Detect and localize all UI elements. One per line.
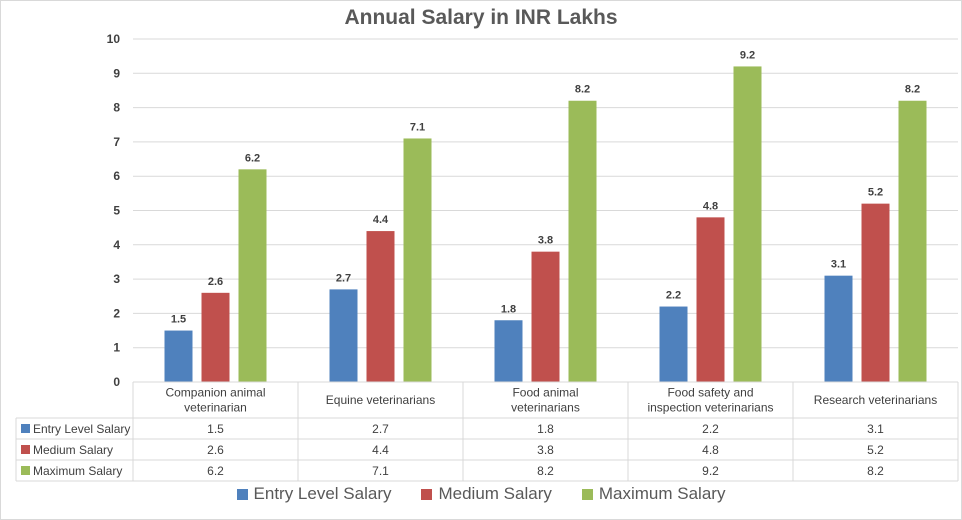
chart-title: Annual Salary in INR Lakhs (344, 6, 618, 29)
legend-label: Maximum Salary (598, 484, 726, 503)
data-label: 1.8 (501, 303, 516, 315)
bar (238, 169, 267, 382)
category-label: veterinarians (511, 401, 580, 415)
legend-key-swatch (21, 445, 30, 454)
table-cell: 2.6 (207, 443, 224, 457)
table-cell: 2.7 (372, 422, 389, 436)
y-tick-label: 5 (113, 204, 120, 218)
data-labels: 1.5 2.6 6.2 2.7 4.4 7.1 1.8 3.8 8.2 2.2 4.8 9.2 3.1 5… (171, 49, 920, 325)
table-cell: 6.2 (207, 464, 224, 478)
legend-item: Medium Salary (421, 484, 552, 504)
y-tick-label: 6 (113, 169, 120, 183)
table-cell: 1.5 (207, 422, 224, 436)
data-label: 2.7 (336, 272, 351, 284)
y-tick-label: 8 (113, 101, 120, 115)
bar (164, 330, 193, 382)
table-cell: 4.8 (702, 443, 719, 457)
category-label: Food animal (512, 386, 578, 400)
table-cell: 8.2 (537, 464, 554, 478)
bar (568, 100, 597, 383)
data-label: 7.1 (410, 121, 425, 133)
legend-item: Maximum Salary (581, 484, 726, 504)
data-label: 3.1 (831, 259, 846, 271)
bar (531, 251, 560, 382)
bar (898, 100, 927, 383)
series-name: Entry Level Salary (33, 422, 130, 436)
table-cell: 3.1 (867, 422, 884, 436)
bar (494, 320, 523, 382)
bar (403, 138, 432, 382)
table-cell: 4.4 (372, 443, 389, 457)
table-cell: 1.8 (537, 422, 554, 436)
category-label: Research veterinarians (814, 393, 937, 407)
table-cell: 2.2 (702, 422, 719, 436)
data-label: 4.8 (703, 200, 718, 212)
legend-key-swatch (21, 424, 30, 433)
data-label: 6.2 (245, 152, 260, 164)
y-tick-label: 1 (113, 341, 120, 355)
y-tick-label: 4 (113, 238, 120, 252)
legend-key-swatch (21, 466, 30, 475)
table-cell: 9.2 (702, 464, 719, 478)
bars (164, 66, 927, 383)
data-label: 1.5 (171, 314, 186, 326)
table-cell: 5.2 (867, 443, 884, 457)
data-label: 4.4 (373, 214, 389, 226)
legend-label: Medium Salary (438, 484, 552, 503)
y-tick-label: 10 (107, 32, 121, 46)
legend-item: Entry Level Salary (236, 484, 392, 504)
bar (824, 275, 853, 382)
category-label: veterinarian (184, 401, 247, 415)
y-tick-label: 9 (113, 66, 120, 80)
y-tick-label: 3 (113, 272, 120, 286)
bar (861, 203, 890, 382)
y-tick-label: 7 (113, 135, 120, 149)
bar (366, 231, 395, 382)
data-label: 3.8 (538, 235, 553, 247)
category-label: Food safety and (667, 386, 753, 400)
category-label: Companion animal (165, 386, 265, 400)
series-name: Medium Salary (33, 443, 113, 457)
legend-label: Entry Level Salary (253, 484, 392, 503)
data-label: 5.2 (868, 187, 883, 199)
bar (329, 289, 358, 382)
category-label: inspection veterinarians (647, 401, 773, 415)
legend-swatch (581, 488, 593, 500)
bar (201, 292, 230, 382)
legend: Entry Level Salary Medium Salary Maximum S… (0, 484, 962, 504)
data-label: 2.6 (208, 276, 223, 288)
legend-swatch (421, 488, 433, 500)
y-tick-label: 0 (113, 375, 120, 389)
data-label: 8.2 (905, 84, 920, 96)
category-label: Equine veterinarians (326, 393, 435, 407)
data-label: 9.2 (740, 49, 755, 61)
y-axis-ticks: 0 1 2 3 4 5 6 7 8 9 10 (107, 32, 121, 389)
table-cell: 3.8 (537, 443, 554, 457)
table-cell: 7.1 (372, 464, 389, 478)
bar (659, 306, 688, 382)
bar (696, 217, 725, 382)
legend-swatch (236, 488, 248, 500)
table-cell: 8.2 (867, 464, 884, 478)
data-label: 8.2 (575, 84, 590, 96)
data-label: 2.2 (666, 290, 681, 302)
series-name: Maximum Salary (33, 464, 122, 478)
y-tick-label: 2 (113, 306, 120, 320)
bar (733, 66, 762, 382)
